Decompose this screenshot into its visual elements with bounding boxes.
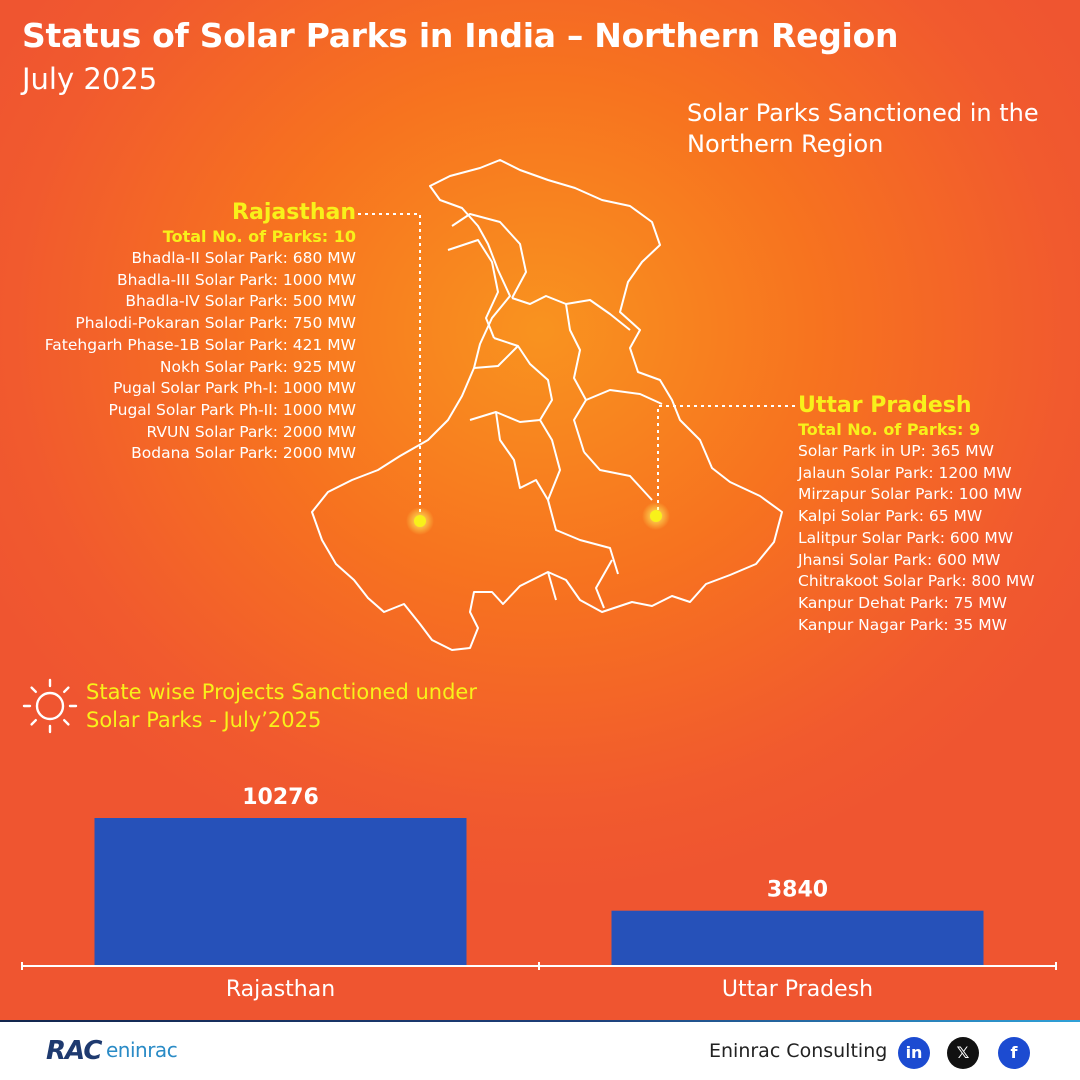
map-border-5 — [565, 303, 587, 453]
map-border-1 — [451, 213, 527, 299]
logo-rac-text: RAC — [46, 1036, 102, 1066]
map-border-4 — [493, 337, 619, 575]
list-item: Kalpi Solar Park: 65 MW — [798, 507, 983, 526]
map-border-3 — [511, 295, 631, 331]
map-section-title: Solar Parks Sanctioned in the Northern R… — [687, 98, 1067, 160]
map-title-line-1: Solar Parks Sanctioned in the — [687, 99, 1039, 127]
list-item: Nokh Solar Park: 925 MW — [159, 357, 356, 376]
list-item: Bodana Solar Park: 2000 MW — [131, 444, 356, 463]
chart-bar — [611, 910, 984, 966]
list-item: Phalodi-Pokaran Solar Park: 750 MW — [75, 314, 356, 333]
sun-icon — [22, 678, 78, 734]
chart-section-title: State wise Projects Sanctioned under Sol… — [86, 678, 477, 734]
list-item: Solar Park in UP: 365 MW — [798, 442, 994, 460]
northern-region-map — [311, 159, 795, 651]
uttar-pradesh-leader-line — [657, 405, 795, 516]
chart-tick-label: Uttar Pradesh — [722, 977, 873, 1002]
list-item: Kanpur Nagar Park: 35 MW — [798, 615, 1007, 634]
list-item: RVUN Solar Park: 2000 MW — [146, 422, 356, 441]
x-icon[interactable]: 𝕏 — [947, 1037, 979, 1069]
logo-eninrac-text: eninrac — [106, 1038, 178, 1062]
map-border-2 — [447, 239, 499, 339]
list-item: Pugal Solar Park Ph-I: 1000 MW — [113, 379, 356, 398]
chart-bar — [94, 818, 467, 966]
list-item: Jalaun Solar Park: 1200 MW — [798, 463, 1012, 482]
uttar-pradesh-marker — [650, 510, 662, 522]
page-title: Status of Solar Parks in India – Norther… — [22, 16, 899, 55]
uttar-pradesh-total: Total No. of Parks: 9 — [798, 420, 981, 439]
chart-title-line-2: Solar Parks - July’2025 — [86, 708, 322, 732]
map-border-6 — [469, 411, 541, 423]
rajasthan-marker — [414, 515, 426, 527]
list-item: Lalitpur Solar Park: 600 MW — [798, 528, 1014, 547]
list-item: Chitrakoot Solar Park: 800 MW — [798, 572, 1035, 591]
list-item: Jhansi Solar Park: 600 MW — [798, 550, 1001, 569]
map-border-8 — [473, 345, 519, 369]
list-item: Bhadla-III Solar Park: 1000 MW — [117, 270, 356, 289]
map-border-10 — [585, 389, 663, 405]
rajasthan-info: Rajasthan Total No. of Parks: 10 Bhadla-… — [45, 200, 356, 465]
list-item: Bhadla-II Solar Park: 680 MW — [131, 249, 356, 267]
uttar-pradesh-info: Uttar Pradesh Total No. of Parks: 9 Sola… — [798, 393, 1035, 636]
rajasthan-total: Total No. of Parks: 10 — [162, 227, 356, 246]
map-border-9 — [583, 451, 653, 501]
list-item: Fatehgarh Phase-1B Solar Park: 421 MW — [44, 335, 356, 354]
linkedin-icon[interactable]: in — [898, 1037, 930, 1069]
map-outline-outer — [311, 159, 783, 651]
facebook-icon[interactable]: f — [998, 1037, 1030, 1069]
chart-tick-label: Rajasthan — [226, 977, 335, 1002]
map-title-line-2: Northern Region — [687, 130, 884, 158]
uttar-pradesh-park-list: Solar Park in UP: 365 MW Jalaun Solar Pa… — [798, 441, 1035, 636]
chart-data-label: 10276 — [242, 785, 319, 810]
company-name: Eninrac Consulting — [709, 1040, 888, 1062]
map-border-7 — [495, 411, 549, 501]
bar-chart: 10276 Rajasthan 3840 Uttar Pradesh — [21, 785, 1057, 1002]
list-item: Mirzapur Solar Park: 100 MW — [798, 485, 1022, 504]
list-item: Kanpur Dehat Park: 75 MW — [798, 593, 1007, 612]
rajasthan-leader-line — [358, 213, 421, 520]
rajasthan-park-list: Bhadla-II Solar Park: 680 MW Bhadla-III … — [45, 248, 356, 465]
rajasthan-name: Rajasthan — [232, 200, 356, 225]
chart-data-label: 3840 — [767, 878, 828, 903]
map-border-11 — [595, 559, 613, 609]
list-item: Pugal Solar Park Ph-II: 1000 MW — [108, 400, 356, 419]
chart-title-line-1: State wise Projects Sanctioned under — [86, 680, 477, 704]
uttar-pradesh-name: Uttar Pradesh — [798, 393, 972, 418]
page-subtitle: July 2025 — [22, 62, 158, 96]
map-border-12 — [547, 571, 557, 601]
list-item: Bhadla-IV Solar Park: 500 MW — [125, 292, 356, 311]
